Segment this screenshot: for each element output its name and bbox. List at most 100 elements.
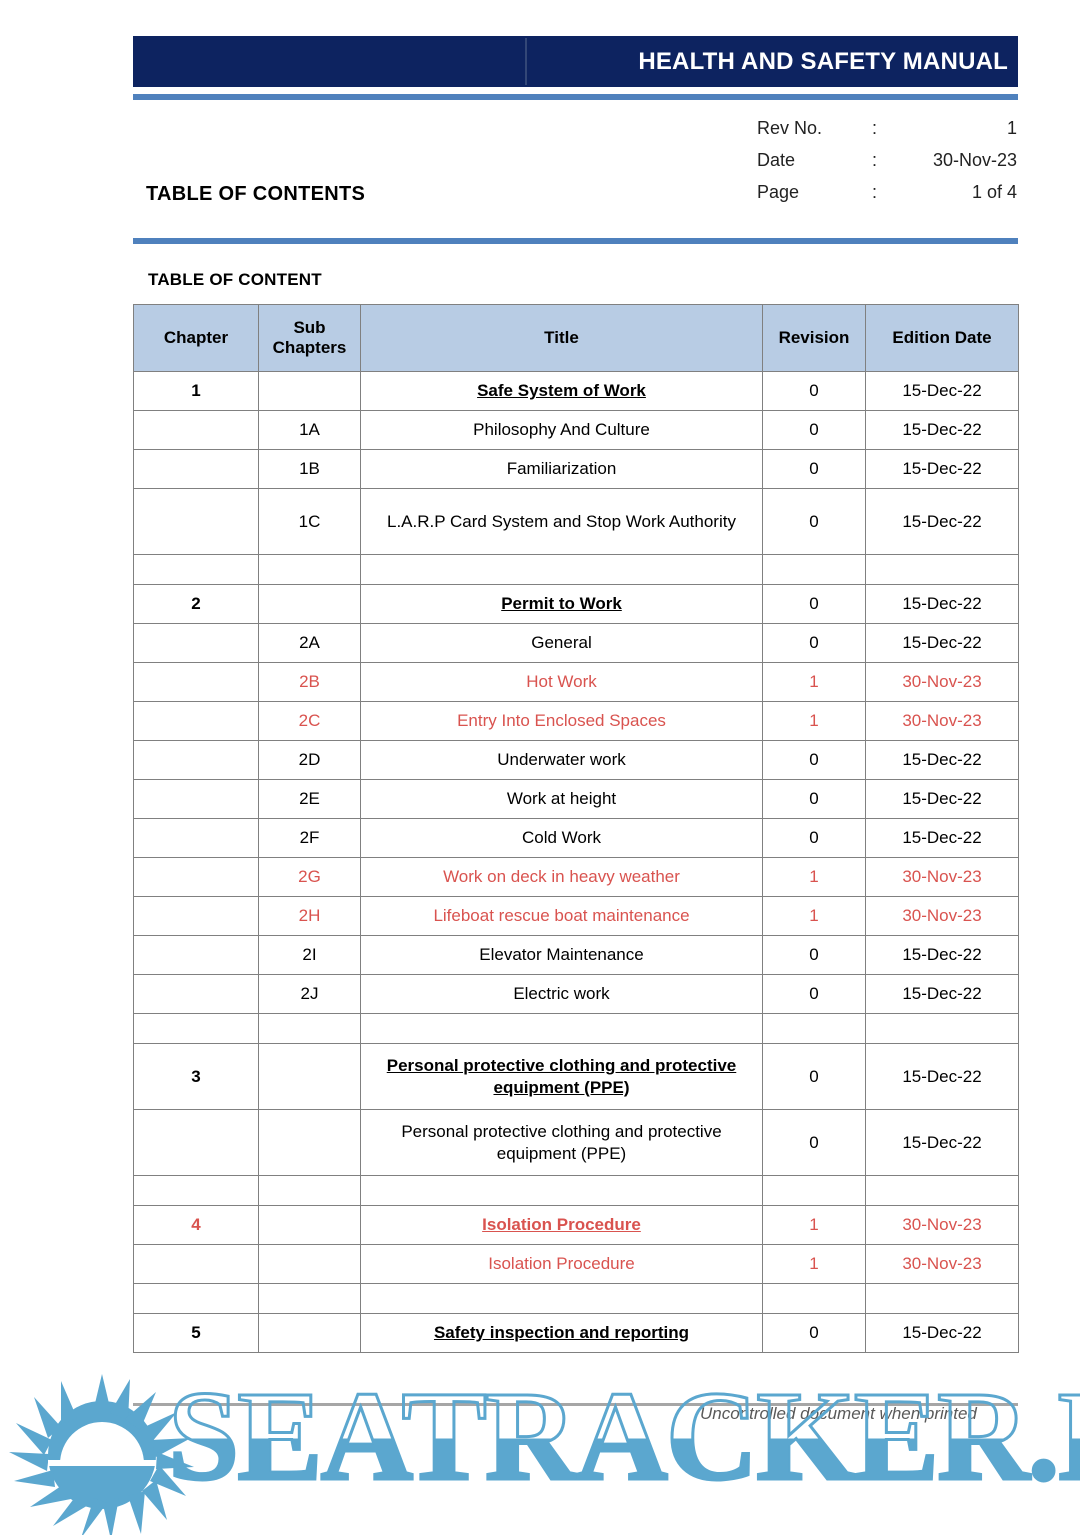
cell-edition-date [865, 554, 1019, 585]
table-row: 2C Entry Into Enclosed Spaces 1 30-Nov-23 [133, 701, 1019, 741]
cell-title: Hot Work [360, 662, 763, 702]
meta-colon-page: : [872, 182, 878, 202]
cell-chapter [133, 779, 259, 819]
cell-revision: 0 [762, 584, 866, 624]
table-row: 2E Work at height 0 15-Dec-22 [133, 779, 1019, 819]
cell-revision: 0 [762, 371, 866, 411]
cell-chapter [133, 410, 259, 450]
cell-sub-chapter [258, 1013, 361, 1044]
cell-chapter [133, 896, 259, 936]
cell-title: Familiarization [360, 449, 763, 489]
cell-edition-date: 15-Dec-22 [865, 1043, 1019, 1110]
table-row: 2 Permit to Work 0 15-Dec-22 [133, 584, 1019, 624]
meta-label-date: Date [757, 150, 796, 170]
cell-edition-date: 30-Nov-23 [865, 1244, 1019, 1284]
cell-edition-date: 15-Dec-22 [865, 584, 1019, 624]
cell-sub-chapter: 2A [258, 623, 361, 663]
cell-chapter [133, 701, 259, 741]
cell-sub-chapter: 2F [258, 818, 361, 858]
cell-title: Permit to Work [360, 584, 763, 624]
cell-title: Electric work [360, 974, 763, 1014]
cell-title: Work at height [360, 779, 763, 819]
document-meta: Rev No. : 1 Date : 30-Nov-23 Page : 1 of… [757, 118, 1017, 214]
cell-edition-date: 30-Nov-23 [865, 662, 1019, 702]
table-row: 2I Elevator Maintenance 0 15-Dec-22 [133, 935, 1019, 975]
cell-chapter [133, 1244, 259, 1284]
table-row: 1A Philosophy And Culture 0 15-Dec-22 [133, 410, 1019, 450]
cell-title [360, 554, 763, 585]
meta-colon-date: : [872, 150, 878, 170]
cell-title: Safety inspection and reporting [360, 1313, 763, 1353]
meta-label-rev: Rev No. [757, 118, 823, 138]
cell-edition-date: 15-Dec-22 [865, 371, 1019, 411]
cell-edition-date [865, 1175, 1019, 1206]
table-row: Isolation Procedure 1 30-Nov-23 [133, 1244, 1019, 1284]
table-row: 1C L.A.R.P Card System and Stop Work Auth… [133, 488, 1019, 555]
table-spacer-row [133, 554, 1019, 585]
cell-sub-chapter [258, 1043, 361, 1110]
table-spacer-row [133, 1013, 1019, 1044]
cell-revision: 0 [762, 1109, 866, 1176]
cell-revision: 0 [762, 1313, 866, 1353]
cell-revision: 0 [762, 488, 866, 555]
cell-revision: 1 [762, 1205, 866, 1245]
cell-chapter [133, 488, 259, 555]
cell-sub-chapter [258, 584, 361, 624]
table-row: 1B Familiarization 0 15-Dec-22 [133, 449, 1019, 489]
table-row: 2H Lifeboat rescue boat maintenance 1 30-No… [133, 896, 1019, 936]
cell-chapter [133, 857, 259, 897]
cell-title: Work on deck in heavy weather [360, 857, 763, 897]
cell-revision: 1 [762, 662, 866, 702]
cell-sub-chapter: 1B [258, 449, 361, 489]
meta-row-rev: Rev No. : 1 [757, 118, 1017, 150]
cell-revision: 0 [762, 974, 866, 1014]
cell-sub-chapter [258, 1313, 361, 1353]
section-heading: TABLE OF CONTENT [148, 270, 322, 289]
footer-rule [133, 1403, 1018, 1406]
cell-sub-chapter: 1C [258, 488, 361, 555]
cell-edition-date: 15-Dec-22 [865, 488, 1019, 555]
cell-title: Underwater work [360, 740, 763, 780]
cell-title: Elevator Maintenance [360, 935, 763, 975]
cell-title [360, 1013, 763, 1044]
cell-chapter [133, 449, 259, 489]
cell-edition-date: 15-Dec-22 [865, 1313, 1019, 1353]
cell-title: Entry Into Enclosed Spaces [360, 701, 763, 741]
cell-edition-date: 15-Dec-22 [865, 740, 1019, 780]
column-header-revision: Revision [762, 304, 866, 372]
table-row: 2A General 0 15-Dec-22 [133, 623, 1019, 663]
cell-sub-chapter: 2G [258, 857, 361, 897]
table-spacer-row [133, 1283, 1019, 1314]
cell-title [360, 1175, 763, 1206]
footer-note: Uncontrolled document when printed [700, 1404, 977, 1423]
meta-row-date: Date : 30-Nov-23 [757, 150, 1017, 182]
cell-chapter [133, 1283, 259, 1314]
cell-revision [762, 1175, 866, 1206]
cell-title [360, 1283, 763, 1314]
meta-value-page: 1 of 4 [971, 182, 1017, 202]
table-row: 5 Safety inspection and reporting 0 15-Dec-… [133, 1313, 1019, 1353]
cell-edition-date: 30-Nov-23 [865, 857, 1019, 897]
cell-title: Philosophy And Culture [360, 410, 763, 450]
watermark-text-outline: SEATRACKER.RU [166, 1365, 1080, 1507]
cell-chapter [133, 1175, 259, 1206]
cell-chapter: 5 [133, 1313, 259, 1353]
cell-title: Lifeboat rescue boat maintenance [360, 896, 763, 936]
header-banner: HEALTH AND SAFETY MANUAL [133, 36, 1018, 87]
cell-revision: 0 [762, 449, 866, 489]
cell-chapter: 3 [133, 1043, 259, 1110]
cell-title: Personal protective clothing and protect… [360, 1109, 763, 1176]
cell-revision [762, 1283, 866, 1314]
cell-edition-date [865, 1013, 1019, 1044]
cell-chapter [133, 554, 259, 585]
cell-sub-chapter: 2I [258, 935, 361, 975]
column-header-title: Title [360, 304, 763, 372]
meta-colon-rev: : [872, 118, 878, 138]
table-row: 2J Electric work 0 15-Dec-22 [133, 974, 1019, 1014]
cell-edition-date: 15-Dec-22 [865, 410, 1019, 450]
table-row: Personal protective clothing and protect… [133, 1109, 1019, 1176]
table-row: 4 Isolation Procedure 1 30-Nov-23 [133, 1205, 1019, 1245]
cell-revision: 0 [762, 935, 866, 975]
cell-sub-chapter [258, 1244, 361, 1284]
cell-title: General [360, 623, 763, 663]
